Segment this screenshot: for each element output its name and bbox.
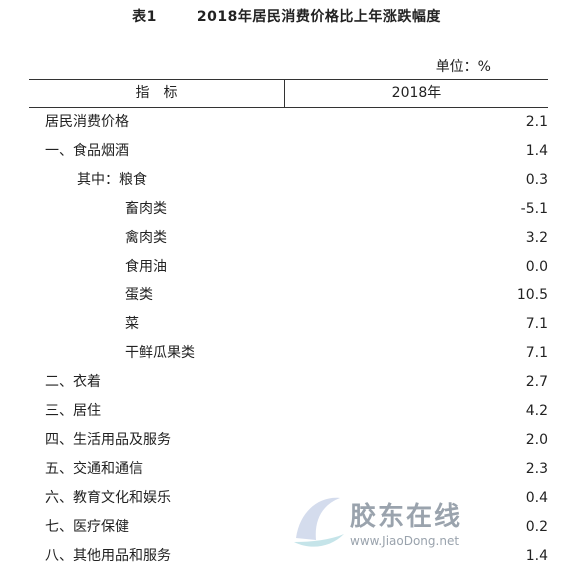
table-row: 八、其他用品和服务 1.4 [29,542,548,571]
row-label-cell: 干鲜瓜果类 [29,339,284,368]
row-label-cell: 禽肉类 [29,224,284,253]
table-row: 禽肉类 3.2 [29,224,548,253]
watermark-url: www.JiaoDong.net [350,534,460,548]
row-label: 七、医疗保健 [45,518,129,535]
row-value: 1.4 [525,142,548,159]
row-label: 居民消费价格 [45,114,129,130]
row-label-cell: 二、衣着 [29,368,284,397]
row-label-cell: 七、医疗保健 [29,513,284,542]
row-label-cell: 八、其他用品和服务 [29,542,284,571]
row-label: 禽肉类 [125,229,167,246]
table-row: 六、教育文化和娱乐 0.4 [29,484,548,513]
table-row: 食用油 0.0 [29,253,548,282]
row-label: 菜 [125,316,139,333]
watermark: 胶东在线 www.JiaoDong.net [290,490,490,560]
header-year: 2018年 [391,85,442,101]
row-value: 3.2 [525,229,548,246]
row-value: 2.3 [525,460,548,477]
header-indicator: 指 标 [135,85,178,101]
table-row: 菜 7.1 [29,310,548,339]
row-label-cell: 四、生活用品及服务 [29,426,284,455]
row-label-cell: 其中：粮食 [29,166,284,195]
table-title: 表1 2018年居民消费价格比上年涨跌幅度 [0,6,573,26]
row-label-cell: 蛋类 [29,281,284,310]
row-value: -5.1 [520,200,548,217]
row-value: 0.3 [525,171,548,188]
row-value: 2.7 [525,374,548,391]
table-row: 四、生活用品及服务 2.0 [29,426,548,455]
row-value: 2.0 [525,431,548,448]
row-label-cell: 一、食品烟酒 [29,137,284,166]
row-label-cell: 畜肉类 [29,195,284,224]
row-label: 三、居住 [45,403,101,420]
table-row: 畜肉类 -5.1 [29,195,548,224]
row-value: 0.0 [525,258,548,275]
table-row: 其中：粮食 0.3 [29,166,548,195]
table-row: 五、交通和通信 2.3 [29,455,548,484]
jiaodong-logo-icon [294,497,344,547]
row-label: 六、教育文化和娱乐 [45,489,171,506]
row-label: 五、交通和通信 [45,460,143,477]
row-label: 四、生活用品及服务 [45,431,171,448]
row-label: 蛋类 [125,287,153,304]
row-label-cell: 菜 [29,310,284,339]
row-value: 0.4 [525,489,548,506]
table-body: 居民消费价格 2.1 一、食品烟酒 1.4 其中：粮食 0.3 畜肉类 -5.1 禽肉类 3.2 食… [29,108,548,571]
row-value: 2.1 [525,114,548,130]
row-label-cell: 食用油 [29,253,284,282]
table-title-text: 2018年居民消费价格比上年涨跌幅度 [196,9,441,25]
table-row: 干鲜瓜果类 7.1 [29,339,548,368]
row-label: 一、食品烟酒 [45,142,129,159]
row-label: 其中：粮食 [77,171,147,188]
unit-label: 单位：% [435,59,491,75]
row-label-cell: 六、教育文化和娱乐 [29,484,284,513]
table-row: 居民消费价格 2.1 [29,108,548,137]
row-label: 干鲜瓜果类 [125,345,195,362]
row-label: 二、衣着 [45,374,101,391]
table-row: 一、食品烟酒 1.4 [29,137,548,166]
header-bottom-rule [29,107,548,108]
row-label: 畜肉类 [125,200,167,217]
row-label-cell: 三、居住 [29,397,284,426]
watermark-text: 胶东在线 [350,502,463,532]
row-label: 八、其他用品和服务 [45,547,171,564]
row-label-cell: 五、交通和通信 [29,455,284,484]
price-table: 居民消费价格 2.1 一、食品烟酒 1.4 其中：粮食 0.3 畜肉类 -5.1 禽肉类 3.2 食… [29,108,548,571]
row-value: 10.5 [516,287,548,304]
table-row: 七、医疗保健 0.2 [29,513,548,542]
row-value: 0.2 [525,518,548,535]
header-divider [284,80,285,107]
table-row: 蛋类 10.5 [29,281,548,310]
row-label-cell: 居民消费价格 [29,108,284,137]
row-value: 7.1 [525,345,548,362]
table-number: 表1 [132,9,157,25]
row-value: 1.4 [525,547,548,564]
table-row: 二、衣着 2.7 [29,368,548,397]
row-label: 食用油 [125,258,167,275]
row-value: 7.1 [525,316,548,333]
row-value: 4.2 [525,403,548,420]
header-top-rule [29,79,548,80]
table-row: 三、居住 4.2 [29,397,548,426]
